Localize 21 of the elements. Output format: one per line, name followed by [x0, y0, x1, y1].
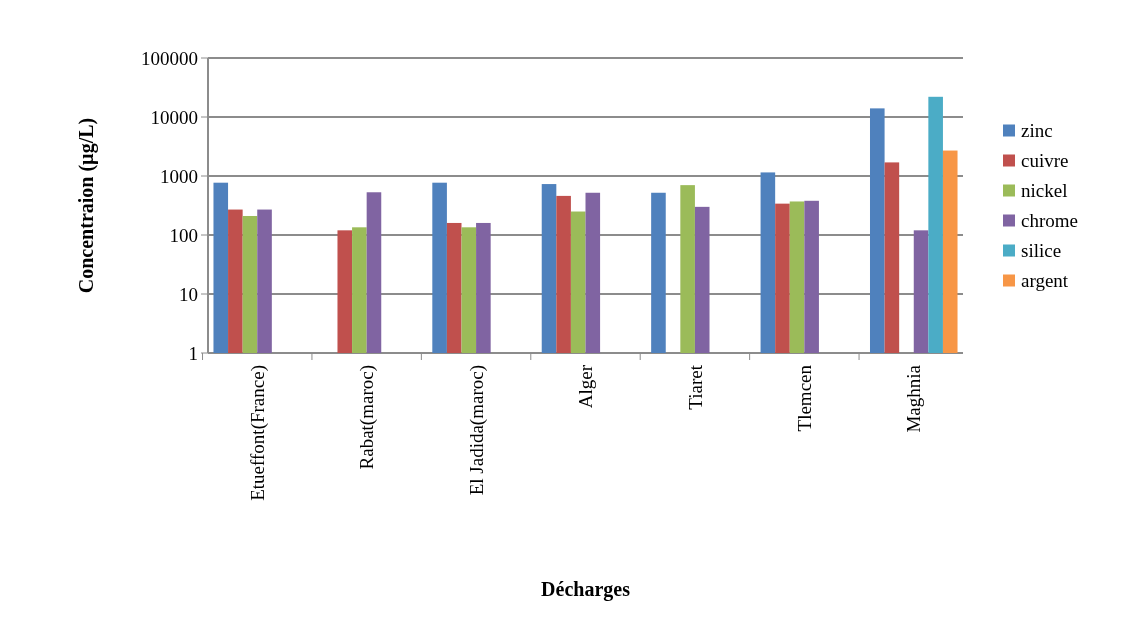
x-tick-label: Alger [575, 364, 597, 409]
legend-label: cuivre [1021, 150, 1069, 172]
y-tick-label: 1 [188, 342, 198, 364]
y-tick-label: 10000 [150, 106, 198, 128]
legend-label: zinc [1021, 120, 1053, 142]
x-tick-label: Tlemcen [793, 364, 815, 432]
legend-label: chrome [1021, 210, 1078, 232]
legend-label: silice [1021, 240, 1062, 262]
x-tick-label: Etueffont(France) [246, 365, 269, 501]
y-axis-title: Concentraion (µg/L) [75, 117, 98, 294]
x-tick-label: Rabat(maroc) [356, 365, 379, 470]
x-axis-title: Décharges [541, 578, 631, 601]
y-tick-label: 1000 [160, 165, 198, 187]
x-tick-label: Tiaret [684, 364, 706, 410]
y-tick-label: 100 [169, 224, 198, 246]
x-tick-label: El Jadida(maroc) [465, 365, 488, 496]
legend-label: nickel [1021, 180, 1068, 202]
legend-label: argent [1021, 270, 1069, 292]
y-tick-label: 100000 [141, 47, 198, 69]
y-tick-label: 10 [179, 283, 198, 305]
x-tick-label: Maghnia [903, 364, 925, 433]
